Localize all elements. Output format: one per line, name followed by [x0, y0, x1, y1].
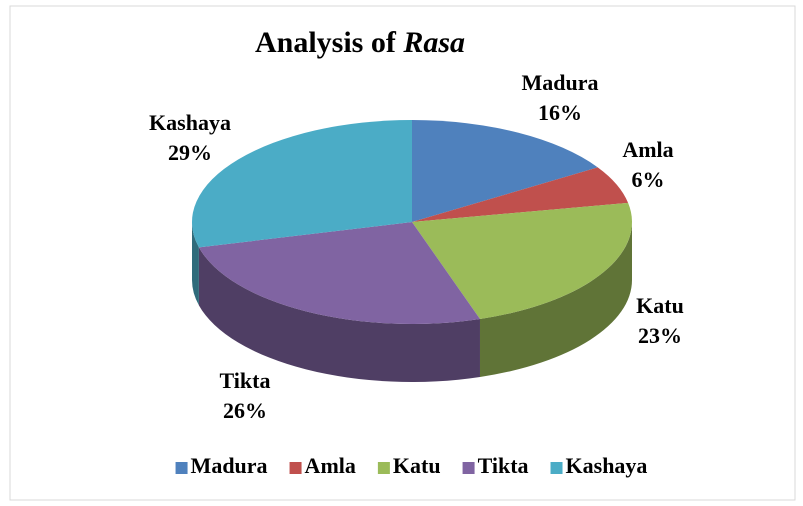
legend-swatch: [462, 462, 475, 474]
slice-side: [479, 222, 632, 378]
legend-swatch: [550, 462, 563, 474]
legend-label: Madura: [191, 453, 268, 478]
data-label-value: 29%: [168, 140, 212, 165]
slice: [412, 120, 598, 222]
data-label-value: 16%: [538, 100, 582, 125]
legend-swatch: [289, 462, 302, 474]
legend-label: Tikta: [478, 453, 529, 478]
legend-swatch: [377, 462, 390, 474]
slice: [192, 120, 412, 248]
data-label-value: 23%: [638, 323, 682, 348]
title-italic: Rasa: [402, 26, 465, 59]
data-label-name: Tikta: [220, 368, 271, 393]
slice: [412, 202, 632, 320]
legend-label: Amla: [305, 453, 356, 478]
legend-label: Kashaya: [566, 453, 648, 478]
slice: [198, 222, 480, 324]
data-label-name: Amla: [622, 137, 673, 162]
slice-side: [198, 247, 480, 383]
legend-swatch: [175, 462, 188, 474]
chart-title: Analysis of Rasa: [255, 26, 465, 59]
title-text: Analysis of: [255, 26, 397, 59]
data-label-value: 26%: [223, 398, 267, 423]
legend: Madura Amla Katu Tikta Kashaya: [175, 453, 648, 478]
slice-side: [192, 222, 199, 306]
slice: [412, 167, 629, 222]
legend-label: Katu: [393, 453, 441, 478]
data-label-name: Kashaya: [149, 110, 231, 135]
data-label-value: 6%: [632, 167, 665, 192]
data-label-name: Madura: [522, 70, 599, 95]
data-label-name: Katu: [636, 293, 684, 318]
